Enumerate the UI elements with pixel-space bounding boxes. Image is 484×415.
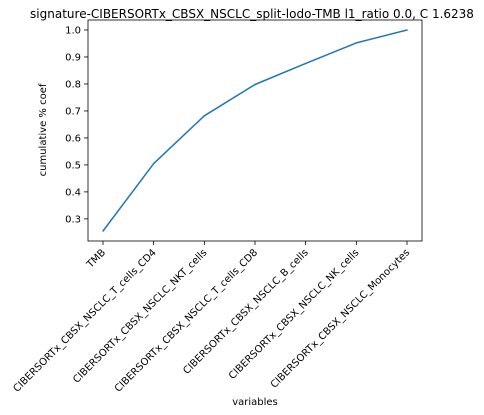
y-tick-label: 0.9	[65, 52, 81, 63]
y-tick-label: 0.5	[65, 160, 81, 171]
plot-area	[87, 19, 423, 242]
x-axis: TMBCIBERSORTx_CBSX_NSCLC_T_cells_CD4CIBE…	[11, 241, 412, 395]
data-point	[152, 162, 155, 165]
x-tick-label: TMB	[84, 247, 108, 271]
y-tick-label: 0.4	[65, 187, 81, 198]
y-tick-label: 0.7	[65, 106, 81, 117]
y-axis-label: cumulative % coef	[38, 83, 49, 176]
series-line	[102, 29, 408, 232]
y-tick-label: 1.0	[65, 25, 81, 36]
data-point	[102, 230, 104, 232]
data-point	[254, 83, 256, 86]
y-tick-label: 0.8	[65, 79, 81, 90]
data-point	[304, 62, 307, 65]
y-axis: 0.3 0.4 0.5 0.6 0.7 0.8 0.9 1.0	[65, 25, 88, 225]
chart-title: signature-CIBERSORTx_CBSX_NSCLC_split-lo…	[30, 7, 474, 21]
y-tick-label: 0.6	[65, 133, 81, 144]
y-tick-label: 0.3	[65, 214, 81, 225]
data-point	[355, 42, 358, 44]
series-layer	[102, 29, 408, 232]
data-point	[203, 115, 206, 117]
data-point	[406, 29, 408, 31]
x-axis-label: variables	[232, 397, 278, 408]
